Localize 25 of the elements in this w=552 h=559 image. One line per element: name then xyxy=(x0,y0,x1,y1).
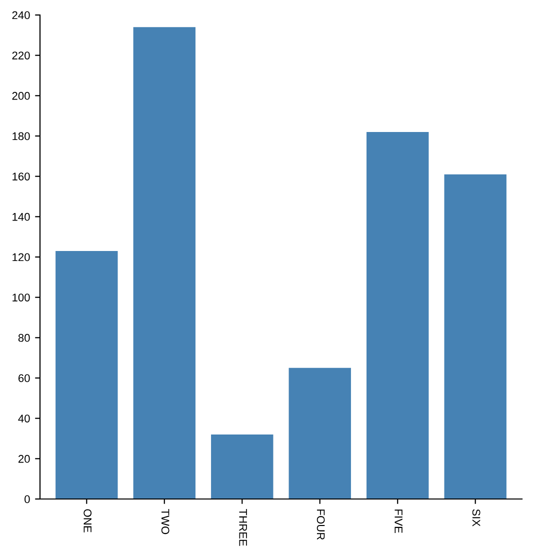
y-tick-label: 140 xyxy=(12,212,30,221)
x-tick-label: TWO xyxy=(161,508,170,534)
x-tick-label: SIX xyxy=(472,509,480,526)
bar xyxy=(133,27,196,499)
y-tick-label: 0 xyxy=(24,495,30,504)
x-tick-label: THREE xyxy=(239,508,247,546)
x-tick-label: FIVE xyxy=(394,510,402,533)
x-tick-label: ONE xyxy=(84,509,92,532)
y-tick-label: 180 xyxy=(12,132,30,140)
y-tick-label: 240 xyxy=(12,11,30,20)
x-tick-label: FOUR xyxy=(316,510,325,540)
bar xyxy=(444,174,506,499)
bar xyxy=(366,132,429,499)
bar xyxy=(211,434,274,499)
y-tick-label: 100 xyxy=(12,294,30,302)
y-tick-label: 120 xyxy=(12,253,30,262)
y-tick-label: 60 xyxy=(18,374,30,382)
y-tick-label: 20 xyxy=(18,454,30,463)
y-tick-label: 160 xyxy=(12,172,30,180)
y-tick-label: 200 xyxy=(12,92,30,100)
y-tick-label: 220 xyxy=(12,52,30,60)
bar xyxy=(56,250,118,499)
y-tick-label: 80 xyxy=(18,334,30,342)
bar xyxy=(288,368,351,499)
y-tick-label: 40 xyxy=(18,414,30,422)
